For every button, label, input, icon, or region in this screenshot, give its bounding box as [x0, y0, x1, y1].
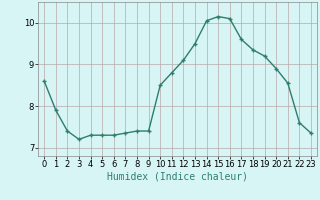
X-axis label: Humidex (Indice chaleur): Humidex (Indice chaleur) — [107, 172, 248, 182]
